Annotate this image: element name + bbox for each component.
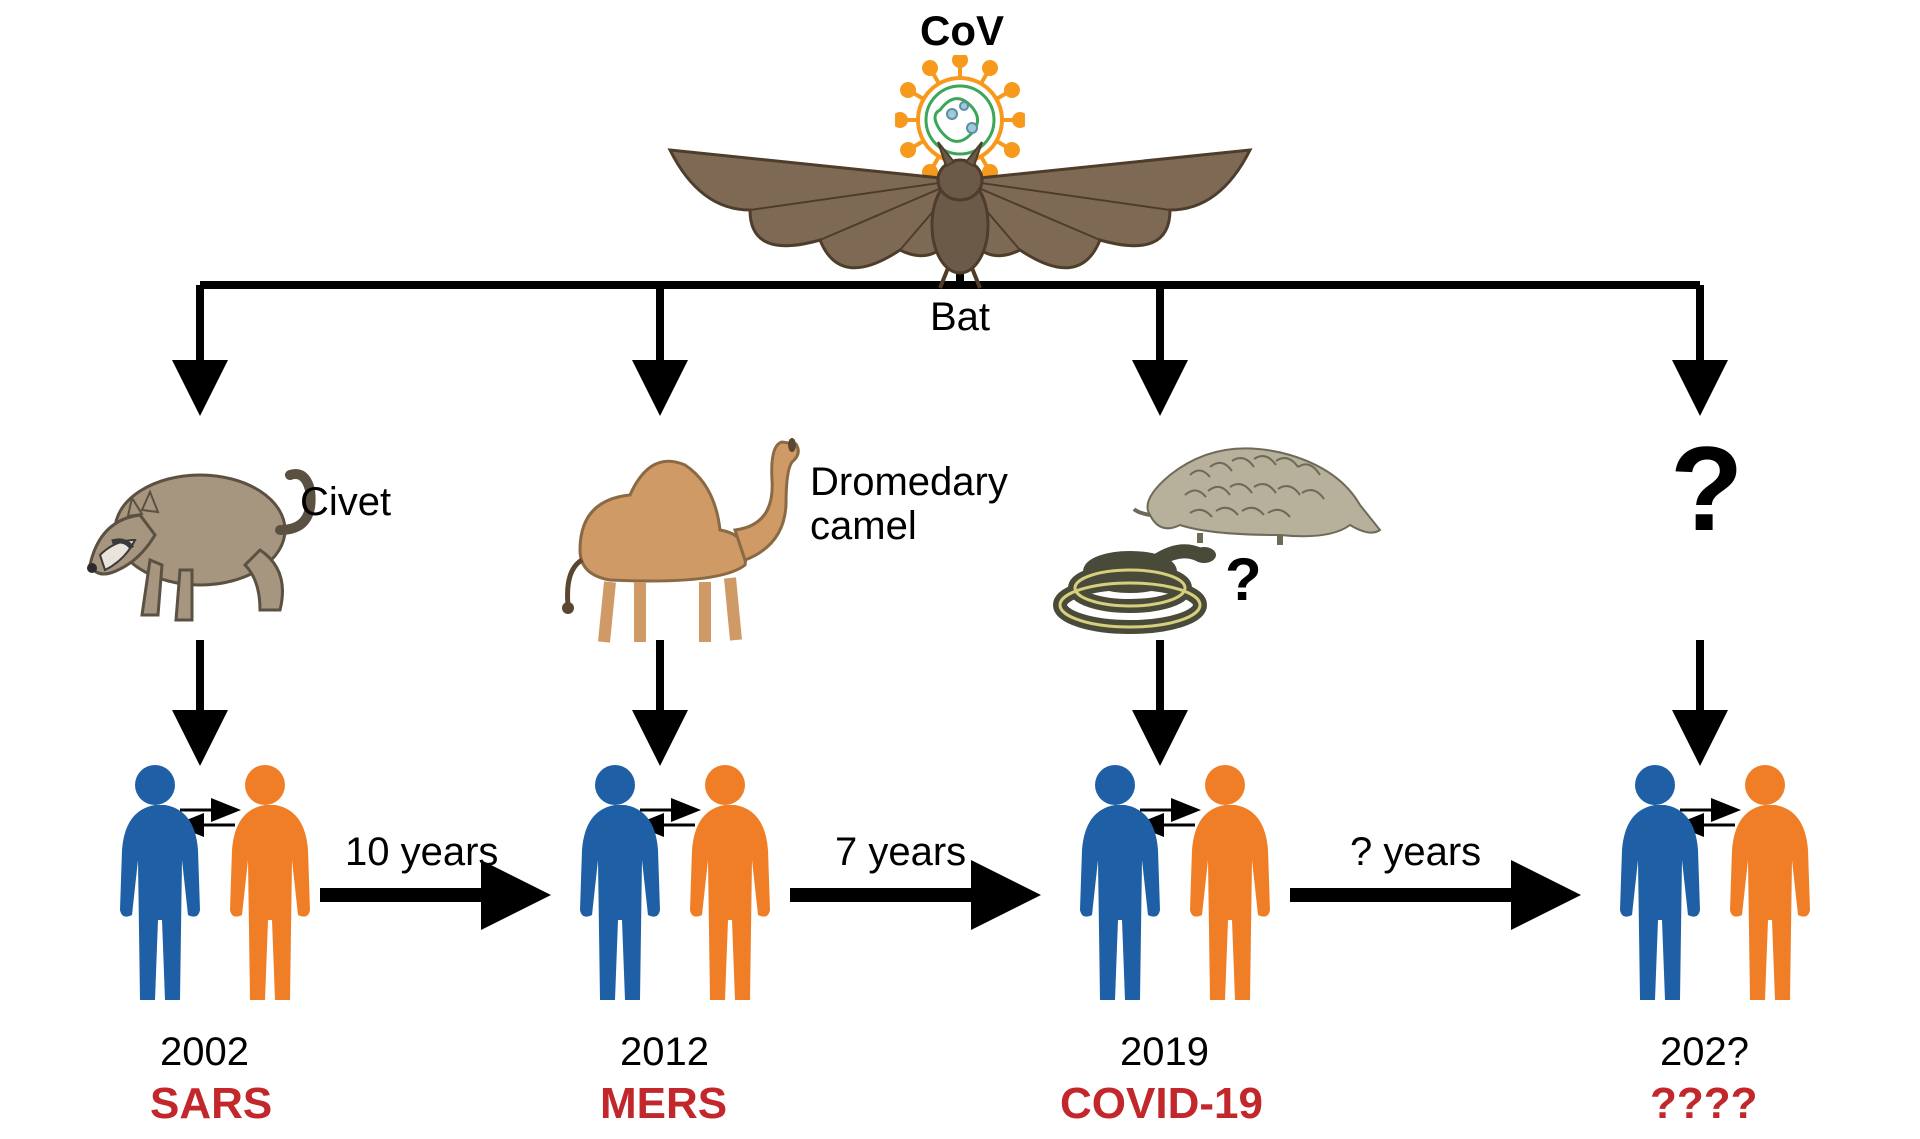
- year-2: 2012: [620, 1030, 709, 1074]
- humans-group-2: [560, 760, 780, 1010]
- disease-1: SARS: [150, 1080, 272, 1128]
- gap-label-2: 7 years: [835, 830, 966, 874]
- title-cov: CoV: [920, 8, 1004, 54]
- diagram-stage: CoV: [0, 0, 1920, 1139]
- humans-group-1: [100, 760, 320, 1010]
- snake-icon: [1040, 510, 1220, 640]
- gap-label-1: 10 years: [345, 830, 498, 874]
- humans-group-4: [1600, 760, 1820, 1010]
- humans-group-3: [1060, 760, 1280, 1010]
- camel-label: Dromedary camel: [810, 460, 1008, 548]
- disease-2: MERS: [600, 1080, 727, 1128]
- bat-icon: [640, 120, 1280, 300]
- bat-label: Bat: [930, 295, 990, 339]
- year-4: 202?: [1660, 1030, 1749, 1074]
- civet-label: Civet: [300, 480, 391, 524]
- civet-icon: [70, 420, 320, 630]
- gap-label-3: ? years: [1350, 830, 1481, 874]
- year-1: 2002: [160, 1030, 249, 1074]
- host3-question-icon: ?: [1225, 545, 1262, 614]
- camel-icon: [520, 410, 800, 650]
- disease-4: ????: [1650, 1080, 1758, 1128]
- year-3: 2019: [1120, 1030, 1209, 1074]
- disease-3: COVID-19: [1060, 1080, 1263, 1128]
- host4-question-icon: ?: [1670, 420, 1743, 558]
